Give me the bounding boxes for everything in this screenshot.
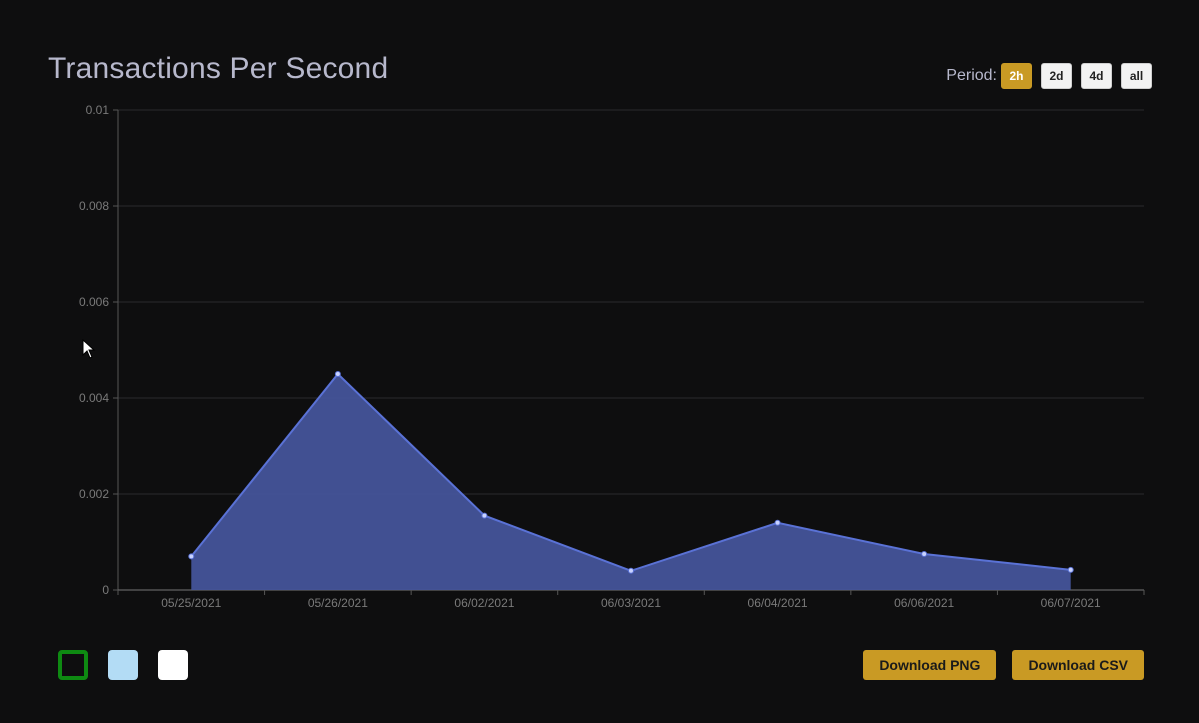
period-label: Period: <box>946 67 997 84</box>
y-tick-label: 0.01 <box>86 103 110 117</box>
data-point <box>334 371 341 377</box>
white-swatch[interactable] <box>158 650 188 680</box>
period-selector: Period: 2h 2d 4d all <box>946 63 1152 89</box>
x-tick-label: 05/26/2021 <box>308 596 368 610</box>
period-button-4d[interactable]: 4d <box>1081 63 1112 89</box>
light-blue-swatch[interactable] <box>108 650 138 680</box>
download-png-button[interactable]: Download PNG <box>863 650 997 680</box>
tps-chart: 0 0.002 0.004 0.006 0.008 0.01 05/25/2021 05/26… <box>79 103 1145 610</box>
period-button-2d[interactable]: 2d <box>1041 63 1072 89</box>
download-buttons: Download PNG Download CSV <box>863 650 1144 680</box>
color-swatches <box>58 650 188 680</box>
period-button-all[interactable]: all <box>1121 63 1152 89</box>
green-swatch[interactable] <box>58 650 88 680</box>
data-point <box>481 512 488 519</box>
mouse-cursor-icon <box>82 339 96 359</box>
y-tick-label: 0.004 <box>79 391 109 405</box>
x-tick-label: 05/25/2021 <box>161 596 221 610</box>
data-point <box>921 551 928 557</box>
data-point <box>628 567 634 574</box>
x-tick-label: 06/03/2021 <box>601 596 661 610</box>
data-point <box>774 519 781 526</box>
y-tick-label: 0.006 <box>79 295 109 309</box>
x-tick-label: 06/02/2021 <box>454 596 514 610</box>
download-csv-button[interactable]: Download CSV <box>1012 650 1144 680</box>
y-tick-label: 0.008 <box>79 199 109 213</box>
x-tick-label: 06/06/2021 <box>894 596 954 610</box>
series-area <box>191 374 1071 590</box>
y-tick-label: 0.002 <box>79 487 109 501</box>
period-button-2h[interactable]: 2h <box>1001 63 1032 89</box>
x-tick-label: 06/04/2021 <box>748 596 808 610</box>
data-point <box>188 553 195 560</box>
data-point <box>1067 566 1074 573</box>
y-tick-label: 0 <box>102 583 109 597</box>
chart-title: Transactions Per Second <box>48 52 389 85</box>
x-tick-label: 06/07/2021 <box>1041 596 1101 610</box>
